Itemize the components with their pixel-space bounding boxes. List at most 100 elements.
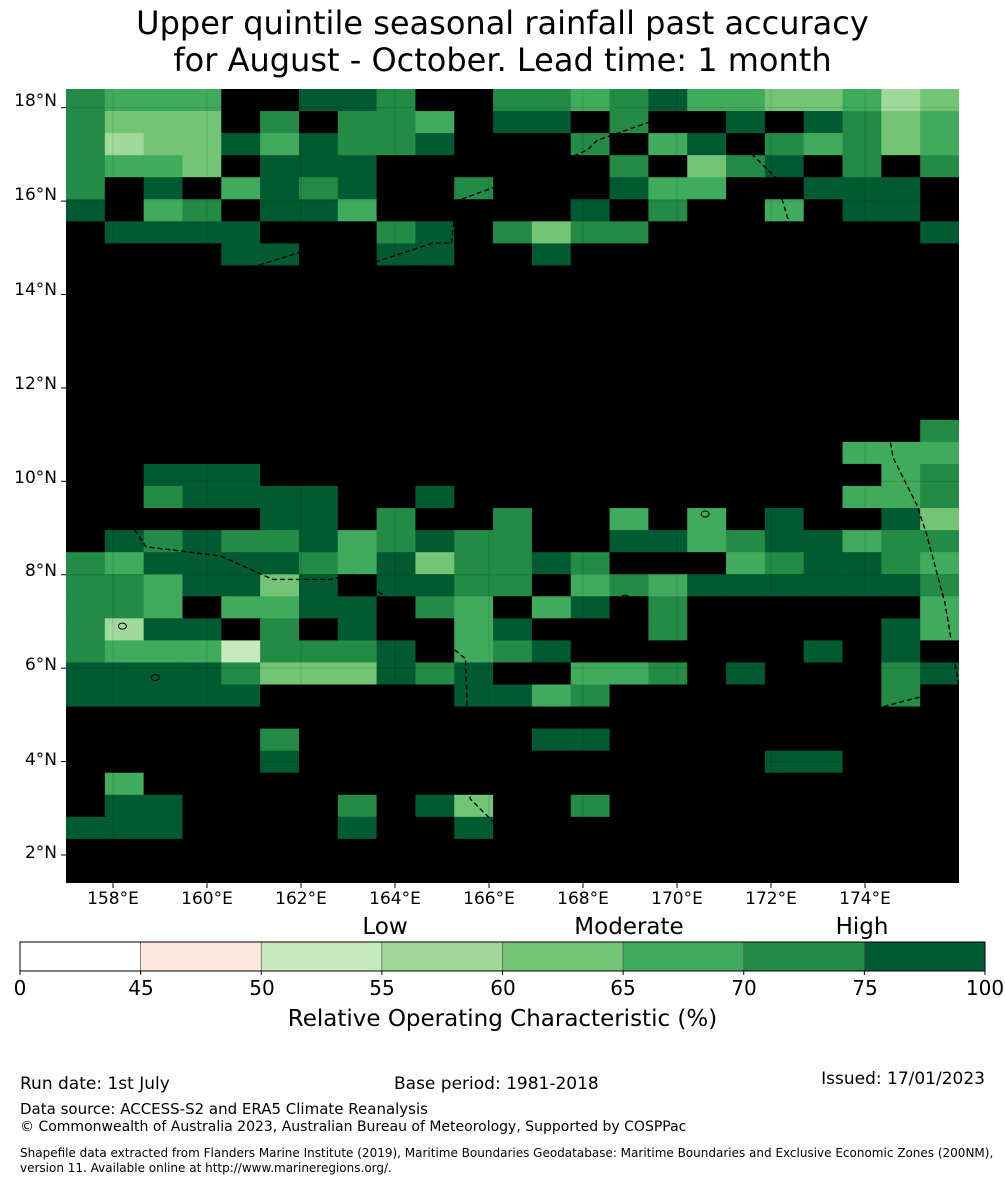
grid-cell: [104, 750, 145, 774]
grid-cell: [881, 508, 921, 531]
grid-cell: [881, 287, 921, 311]
grid-cell: [337, 419, 378, 443]
colorbar-segment: [260, 941, 383, 972]
grid-cell: [609, 860, 649, 883]
grid-cell: [143, 441, 184, 465]
grid-cell: [337, 111, 378, 134]
grid-cell: [920, 243, 959, 267]
grid-cell: [726, 530, 766, 553]
grid-cell: [66, 397, 106, 421]
grid-cell: [803, 860, 844, 883]
grid-cell: [376, 199, 417, 222]
grid-cell: [648, 221, 688, 244]
grid-cell: [687, 816, 727, 840]
grid-cell: [182, 199, 222, 222]
grid-cell: [66, 618, 106, 641]
grid-cell: [454, 728, 494, 752]
grid-cell: [842, 508, 882, 531]
grid-cell: [803, 441, 844, 465]
grid-cell: [298, 552, 339, 575]
grid-cell: [687, 463, 727, 487]
grid-cell: [648, 419, 688, 443]
grid-cell: [260, 221, 300, 244]
grid-cell: [66, 243, 106, 267]
lon-tick-label: 170°E: [651, 889, 703, 909]
grid-cell: [143, 772, 184, 796]
grid-cell: [298, 463, 339, 487]
grid-cell: [803, 750, 844, 774]
grid-cell: [881, 728, 921, 752]
colorbar-tick: 100: [965, 976, 1005, 1000]
grid-cell: [920, 640, 959, 664]
grid-cell: [104, 816, 145, 840]
grid-cell: [726, 816, 766, 840]
grid-cell: [493, 816, 533, 840]
grid-cell: [337, 89, 378, 112]
grid-cell: [493, 728, 533, 752]
grid-cell: [415, 772, 455, 796]
grid-cell: [570, 177, 611, 200]
grid-cell: [726, 177, 766, 200]
grid-cell: [337, 618, 378, 641]
grid-cell: [687, 728, 727, 752]
grid-cell: [66, 419, 106, 443]
grid-cell: [648, 353, 688, 377]
grid-cell: [221, 706, 261, 730]
grid-cell: [920, 750, 959, 774]
grid-cell: [260, 375, 300, 399]
lat-tick-label: 8°N: [24, 561, 57, 581]
grid-cell: [764, 816, 805, 840]
grid-cell: [454, 706, 494, 730]
grid-cell: [221, 816, 261, 840]
eez-boundary: [88, 111, 959, 870]
grid-cell: [842, 463, 882, 487]
grid-cell: [726, 552, 766, 575]
grid-cell: [454, 287, 494, 311]
grid-cell: [687, 530, 727, 553]
base-period: Base period: 1981-2018: [394, 1074, 599, 1094]
grid-cell: [454, 463, 494, 487]
grid-cell: [570, 860, 611, 883]
grid-cell: [842, 89, 882, 112]
grid-cell: [376, 706, 417, 730]
grid-cell: [221, 243, 261, 267]
grid-cell: [143, 574, 184, 597]
grid-cell: [726, 243, 766, 267]
grid-cell: [221, 662, 261, 686]
grid-cell: [648, 684, 688, 708]
grid-cell: [66, 706, 106, 730]
grid-cell: [648, 287, 688, 311]
grid-cell: [842, 331, 882, 355]
grid-cell: [298, 508, 339, 531]
grid-cell: [881, 155, 921, 178]
colorbar-tick: 65: [610, 976, 636, 1000]
grid-cell: [66, 838, 106, 862]
grid-cell: [493, 662, 533, 686]
lon-tick-label: 162°E: [275, 889, 327, 909]
grid-cell: [803, 155, 844, 178]
grid-cell: [182, 89, 222, 112]
grid-cell: [337, 838, 378, 862]
grid-cell: [182, 552, 222, 575]
grid-cell: [493, 684, 533, 708]
grid-cell: [609, 177, 649, 200]
grid-cell: [764, 397, 805, 421]
grid-cell: [493, 397, 533, 421]
grid-cell: [609, 508, 649, 531]
grid-cell: [104, 684, 145, 708]
lon-tick-label: 158°E: [87, 889, 139, 909]
grid-cell: [454, 486, 494, 509]
grid-cell: [687, 265, 727, 289]
grid-cell: [415, 265, 455, 289]
grid-cell: [66, 750, 106, 774]
grid-cell: [764, 265, 805, 289]
grid-cell: [260, 684, 300, 708]
grid-cell: [803, 508, 844, 531]
grid-cell: [104, 375, 145, 399]
grid-cell: [842, 133, 882, 156]
grid-cell: [920, 860, 959, 883]
grid-cell: [920, 133, 959, 156]
grid-cell: [66, 728, 106, 752]
grid-cell: [648, 89, 688, 112]
grid-cell: [454, 794, 494, 818]
